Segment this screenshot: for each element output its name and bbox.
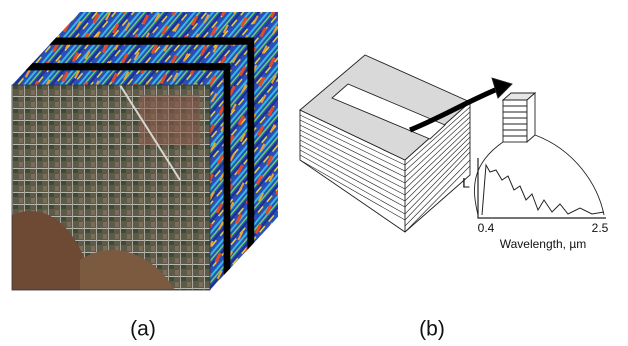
figure: (a) L 0.4 2.5 Wavelength, µm	[0, 0, 628, 346]
connector	[535, 135, 604, 215]
x-end-label: 2.5	[592, 221, 609, 235]
panel-label: (b)	[419, 318, 445, 341]
x-axis-label: Wavelength, µm	[500, 237, 587, 251]
connector	[474, 142, 503, 215]
campus-area	[140, 95, 200, 145]
band-gap	[49, 38, 254, 45]
hyperspectral-cube	[12, 12, 278, 290]
band-gap	[247, 38, 254, 250]
band-gap	[26, 63, 231, 70]
plot-axes	[478, 158, 606, 218]
spectrum-curve	[482, 165, 604, 215]
y-axis-label: L	[462, 175, 470, 191]
panel-label: (a)	[130, 318, 156, 341]
pixel-column	[503, 93, 535, 142]
x-start-label: 0.4	[478, 221, 495, 235]
data-cube-schematic	[300, 55, 606, 232]
band-gap	[224, 63, 231, 275]
